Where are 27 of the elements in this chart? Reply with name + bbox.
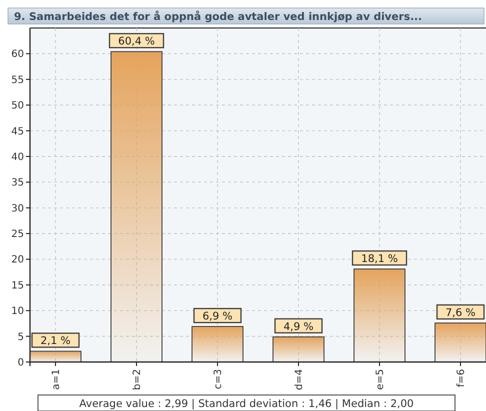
x-tick-label: a=1 (51, 369, 62, 390)
y-tick-label: 10 (11, 306, 24, 318)
y-tick-label: 15 (11, 280, 24, 292)
y-tick-label: 35 (11, 178, 24, 189)
data-label: 6,9 % (202, 310, 233, 323)
y-tick-label: 5 (18, 332, 24, 343)
data-label: 4,9 % (283, 320, 314, 333)
data-label: 60,4 % (118, 36, 155, 48)
data-label: 7,6 % (445, 306, 476, 319)
data-label: 18,1 % (361, 252, 398, 265)
y-tick-label: 60 (11, 49, 24, 60)
x-tick-label: f=6 (456, 369, 467, 388)
x-tick-label: e=5 (375, 369, 386, 390)
y-tick-label: 25 (11, 229, 24, 240)
x-tick-label: c=3 (213, 369, 224, 390)
y-tick-label: 40 (11, 152, 24, 163)
y-tick-label: 50 (11, 100, 24, 112)
x-tick-label: b=2 (132, 369, 143, 390)
chart-title: 9. Samarbeides det for å oppnå gode avtaler ved innkjøp av divers... (14, 10, 422, 23)
text: Average value : 2,99 | Standard deviation : 1,46 | Median : 2,00 (79, 398, 414, 410)
y-tick-label: 0 (18, 358, 24, 368)
y-tick-label: 20 (11, 254, 24, 266)
data-label: 2,1 % (40, 335, 71, 348)
x-tick-label: d=4 (294, 369, 305, 390)
y-tick-label: 30 (11, 203, 24, 214)
y-tick-label: 45 (11, 126, 24, 138)
y-tick-label: 55 (11, 74, 24, 86)
